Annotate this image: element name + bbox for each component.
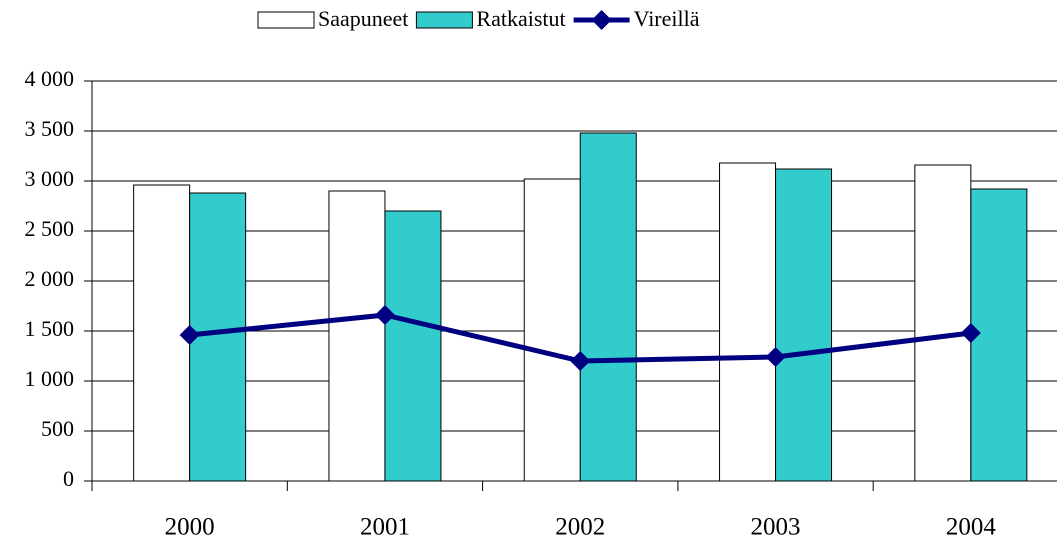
bar: [133, 184, 191, 482]
legend-swatch: [257, 11, 315, 29]
marker: [960, 323, 981, 343]
legend-label: Vireillä: [634, 6, 700, 31]
legend-marker: [591, 10, 612, 30]
bar: [189, 192, 247, 482]
bar: [523, 178, 581, 482]
y-tick-label: 3 000: [25, 166, 75, 191]
legend-label: Saapuneet: [318, 6, 408, 31]
x-tick-label: 2003: [751, 514, 801, 541]
bar: [970, 188, 1028, 482]
marker: [179, 325, 200, 345]
y-tick-label: 0: [63, 466, 74, 491]
legend-label: Ratkaistut: [476, 6, 565, 31]
x-tick-label: 2002: [555, 514, 605, 541]
marker: [765, 347, 786, 367]
bar: [914, 164, 972, 482]
y-tick-label: 1 000: [25, 366, 75, 391]
x-tick-label: 2004: [946, 514, 997, 541]
bar: [719, 162, 777, 482]
y-tick-label: 1 500: [25, 316, 75, 341]
bar: [328, 190, 386, 482]
x-tick-label: 2000: [165, 514, 215, 541]
legend-swatch: [415, 11, 473, 29]
y-tick-label: 500: [41, 416, 74, 441]
bar: [384, 210, 442, 482]
y-tick-label: 4 000: [25, 66, 75, 91]
y-tick-label: 3 500: [25, 116, 75, 141]
bar: [579, 132, 637, 482]
bar: [775, 168, 833, 482]
y-tick-label: 2 000: [25, 266, 75, 291]
x-tick-label: 2001: [360, 514, 410, 541]
marker: [374, 305, 395, 325]
y-tick-label: 2 500: [25, 216, 75, 241]
marker: [570, 351, 591, 371]
